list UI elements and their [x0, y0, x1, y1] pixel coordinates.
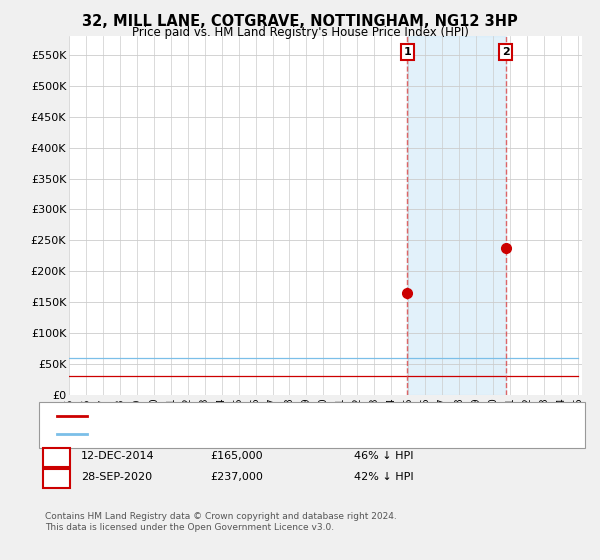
Text: 32, MILL LANE, COTGRAVE, NOTTINGHAM, NG12 3HP (detached house): 32, MILL LANE, COTGRAVE, NOTTINGHAM, NG1… — [96, 411, 466, 421]
Text: 12-DEC-2014: 12-DEC-2014 — [81, 451, 155, 461]
Text: 2: 2 — [53, 472, 60, 482]
Bar — [407, 36, 506, 395]
Text: HPI: Average price, detached house, Rushcliffe: HPI: Average price, detached house, Rush… — [96, 430, 340, 439]
Text: Contains HM Land Registry data © Crown copyright and database right 2024.
This d: Contains HM Land Registry data © Crown c… — [45, 512, 397, 532]
Text: £237,000: £237,000 — [210, 472, 263, 482]
Text: 42% ↓ HPI: 42% ↓ HPI — [354, 472, 413, 482]
Text: Price paid vs. HM Land Registry's House Price Index (HPI): Price paid vs. HM Land Registry's House … — [131, 26, 469, 39]
Text: 28-SEP-2020: 28-SEP-2020 — [81, 472, 152, 482]
Text: £165,000: £165,000 — [210, 451, 263, 461]
Text: 2: 2 — [502, 47, 509, 57]
Text: 1: 1 — [404, 47, 412, 57]
Text: 1: 1 — [53, 451, 60, 461]
Text: 32, MILL LANE, COTGRAVE, NOTTINGHAM, NG12 3HP: 32, MILL LANE, COTGRAVE, NOTTINGHAM, NG1… — [82, 14, 518, 29]
Text: 46% ↓ HPI: 46% ↓ HPI — [354, 451, 413, 461]
